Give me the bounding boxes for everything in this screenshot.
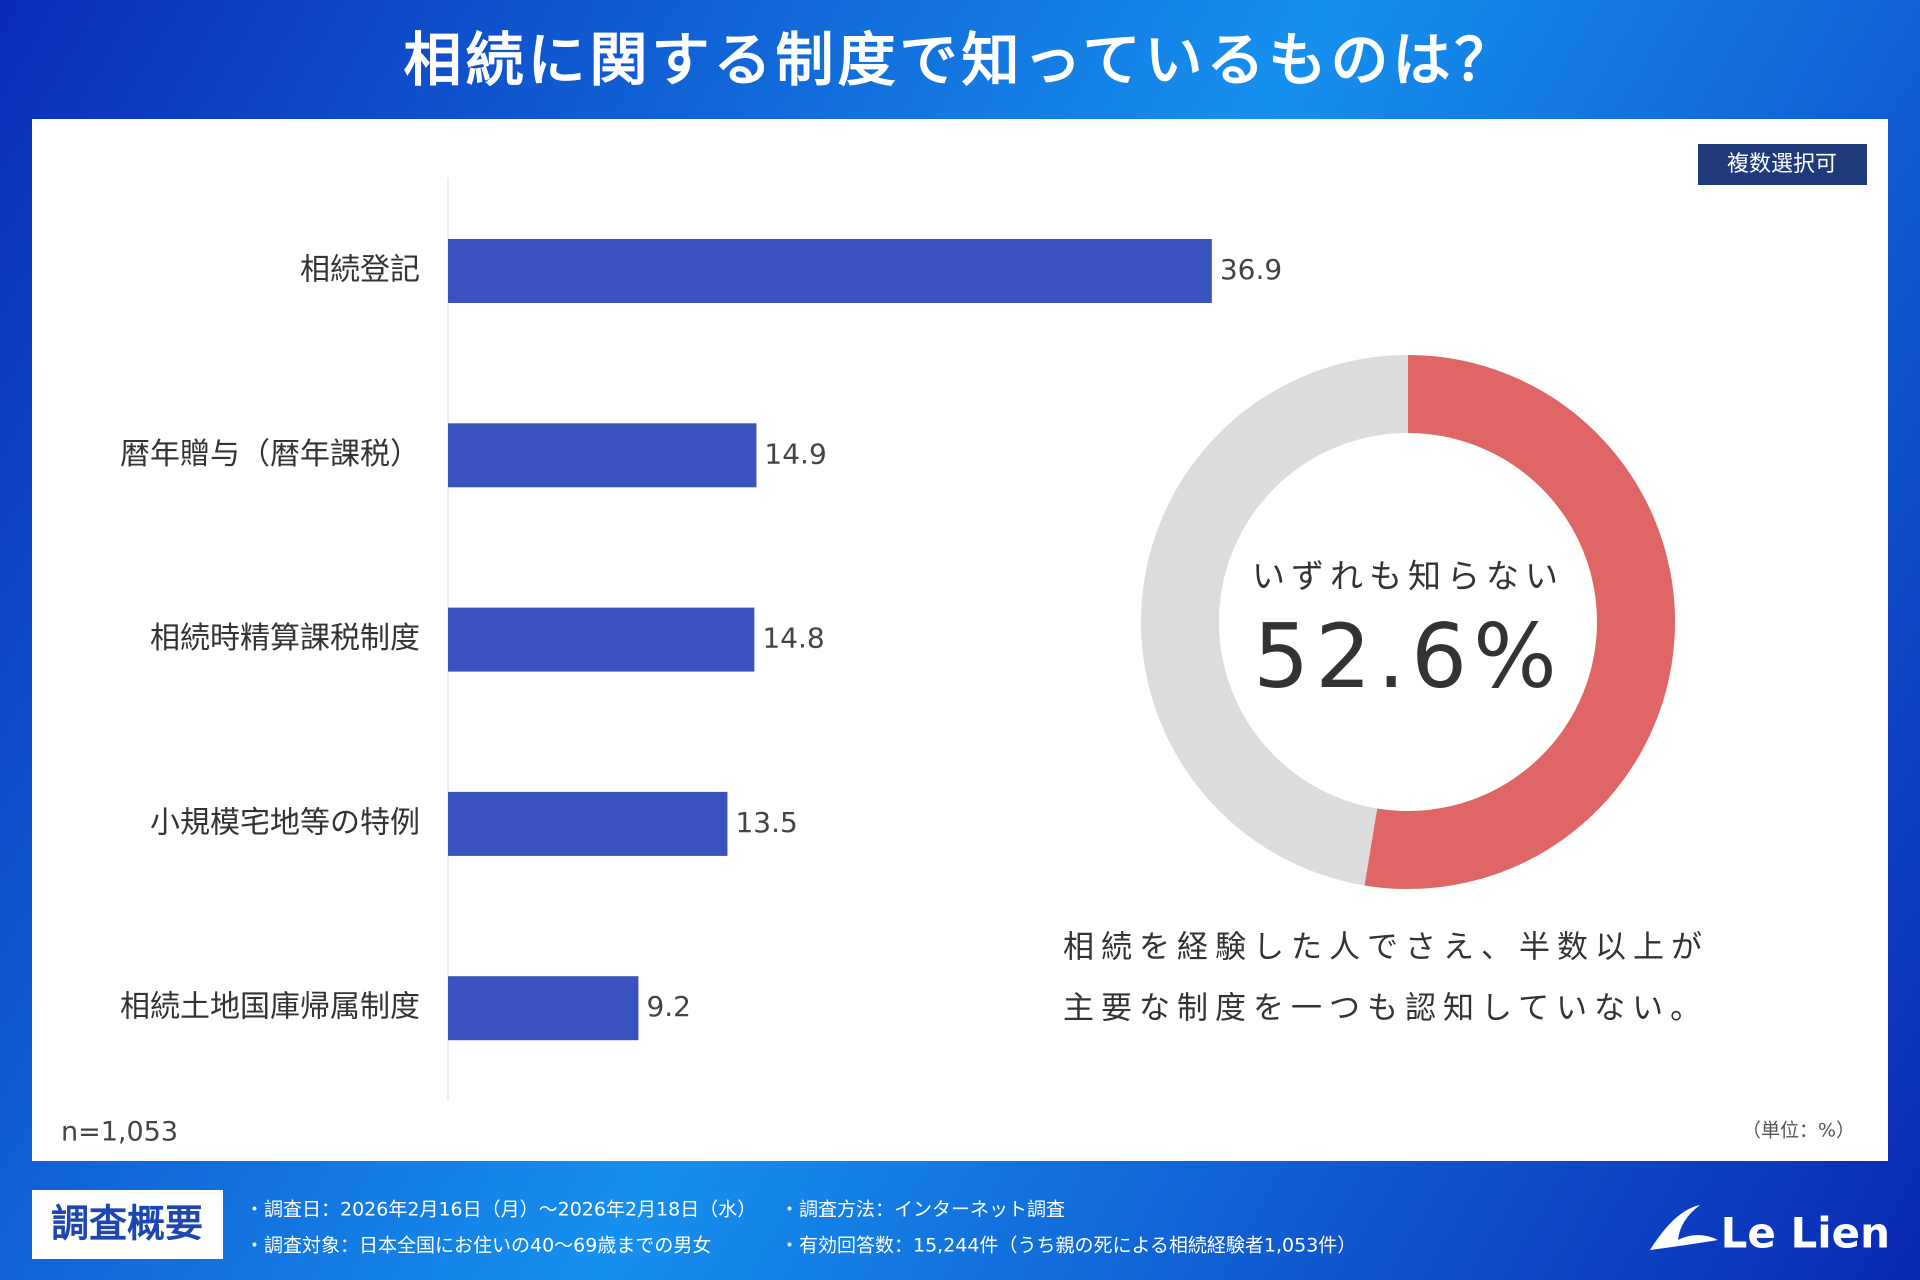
bar <box>448 239 1212 303</box>
footer-item: ・調査対象：日本全国にお住いの40〜69歳までの男女 <box>245 1235 711 1257</box>
bar <box>448 791 728 856</box>
value-label: 14.9 <box>764 437 826 470</box>
sample-size: n=1,053 <box>61 1117 178 1148</box>
value-label: 36.9 <box>1220 253 1282 286</box>
caption: 主要な制度を一つも認知していない。 <box>1063 991 1708 1027</box>
category-label: 相続時精算課税制度 <box>150 621 420 656</box>
bar <box>448 607 755 672</box>
value-label: 14.8 <box>762 622 824 655</box>
bar <box>448 423 757 488</box>
value-label: 13.5 <box>735 806 797 839</box>
footer-item: ・調査日：2026年2月16日（月）〜2026年2月18日（水） <box>245 1199 756 1221</box>
category-label: 相続登記 <box>300 253 420 288</box>
footer-item: ・調査方法：インターネット調査 <box>780 1199 1065 1221</box>
footer-label-box <box>32 1190 223 1259</box>
donut-slice <box>1364 355 1675 889</box>
footer-item: ・有効回答数：15,244件（うち親の死による相続経験者1,053件） <box>780 1235 1356 1257</box>
donut-value: 52.6% <box>1253 605 1563 708</box>
category-label: 相続土地国庫帰属制度 <box>120 990 420 1025</box>
logo-mark <box>1650 1205 1718 1250</box>
value-label: 9.2 <box>646 990 691 1023</box>
badge-box <box>1698 144 1867 185</box>
bar <box>448 976 639 1041</box>
category-label: 小規模宅地等の特例 <box>150 805 420 840</box>
badge: 複数選択可 <box>1727 152 1837 177</box>
title: 相続に関する制度で知っているものは？ <box>403 26 1516 94</box>
category-label: 暦年贈与（暦年課税） <box>120 437 420 472</box>
caption: 相続を経験した人でさえ、半数以上が <box>1063 930 1709 966</box>
logo: Le Lien <box>1721 1209 1890 1258</box>
donut-title: いずれも知らない <box>1252 557 1564 596</box>
unit: （単位：%） <box>1742 1120 1855 1142</box>
footer-label: 調査概要 <box>51 1202 203 1246</box>
